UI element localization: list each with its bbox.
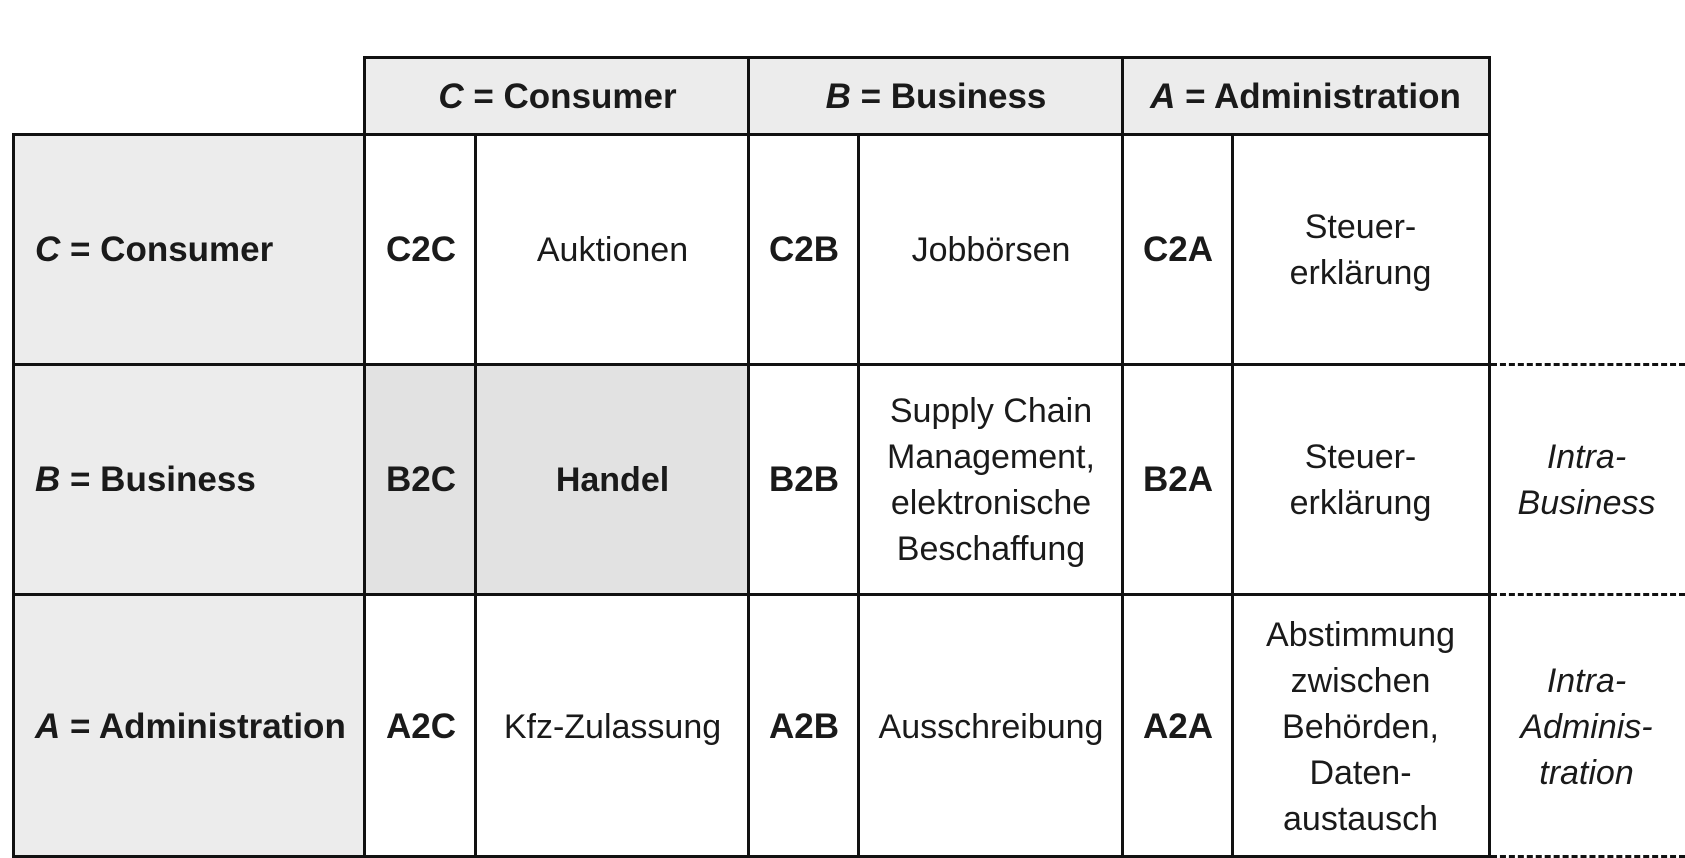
column-header-consumer: C = Consumer — [366, 58, 749, 135]
cell-code-a2b: A2B — [768, 706, 840, 746]
row-header-administration: A = Administration — [13, 595, 366, 858]
row-header-letter: C — [35, 230, 61, 269]
row-header-letter: A — [35, 706, 61, 746]
side-label-intra-business: Intra- Business — [1517, 438, 1656, 522]
column-header-business: B = Business — [749, 58, 1123, 135]
grid-line-col-c — [747, 56, 750, 858]
grid-line-row1-bottom — [12, 363, 1491, 366]
grid-line-right — [1488, 56, 1491, 858]
cell-code-b2c: B2C — [366, 365, 476, 595]
grid-line-col-b — [474, 133, 477, 858]
dashed-line-bottom — [1491, 855, 1685, 858]
row-header-label: = Administration — [60, 706, 346, 746]
grid-line-left — [12, 133, 15, 858]
cell-text-a2b: Ausschreibung — [878, 707, 1104, 746]
row-header-business: B = Business — [13, 365, 366, 595]
cell-text-a2a: Abstimmung zwischen Behörden, Daten- aus… — [1266, 615, 1455, 838]
cell-code-b2a: B2A — [1142, 460, 1214, 499]
column-header-label: = Administration — [1175, 76, 1461, 116]
column-header-letter: B — [825, 76, 851, 116]
cell-code-c2b: C2B — [768, 230, 840, 269]
cell-text-c2c: Auktionen — [536, 231, 689, 269]
dashed-line-row2 — [1491, 593, 1685, 596]
row-header-label: = Consumer — [60, 230, 274, 269]
grid-line-header-bottom — [12, 133, 1491, 136]
row-header-label: = Business — [60, 460, 256, 499]
column-header-label: = Business — [850, 76, 1047, 116]
cell-text-a2c: Kfz-Zulassung — [503, 707, 722, 746]
grid-line-col-e — [1121, 56, 1124, 858]
cell-text-b2b: Supply Chain Management, elektronische B… — [887, 392, 1095, 568]
cell-text-b2a: Steuer- erklärung — [1289, 438, 1432, 522]
grid-line-top — [363, 56, 1491, 59]
column-header-letter: C — [438, 76, 464, 116]
cell-text-c2b: Jobbörsen — [911, 231, 1071, 269]
cell-code-c2a: C2A — [1142, 230, 1214, 269]
cell-code-c2c: C2C — [385, 230, 457, 269]
row-header-letter: B — [35, 460, 61, 499]
cell-code-a2c: A2C — [385, 706, 457, 746]
grid-line-col-d — [857, 133, 860, 858]
column-header-label: = Consumer — [463, 76, 677, 116]
cell-code-b2b: B2B — [768, 460, 840, 499]
cell-text-b2c: Handel — [476, 365, 749, 595]
grid-line-col-a — [363, 56, 366, 858]
row-header-consumer: C = Consumer — [13, 135, 366, 365]
side-label-intra-administration: Intra- Adminis- tration — [1520, 661, 1653, 792]
column-header-letter: A — [1150, 76, 1176, 116]
grid-line-col-f — [1231, 133, 1234, 858]
dashed-line-row1 — [1491, 363, 1685, 366]
cell-code-a2a: A2A — [1142, 706, 1214, 746]
column-header-administration: A = Administration — [1123, 58, 1488, 135]
grid-line-row2-bottom — [12, 593, 1491, 596]
cell-text-c2a: Steuer- erklärung — [1289, 208, 1432, 292]
grid-line-bottom — [12, 855, 1491, 858]
